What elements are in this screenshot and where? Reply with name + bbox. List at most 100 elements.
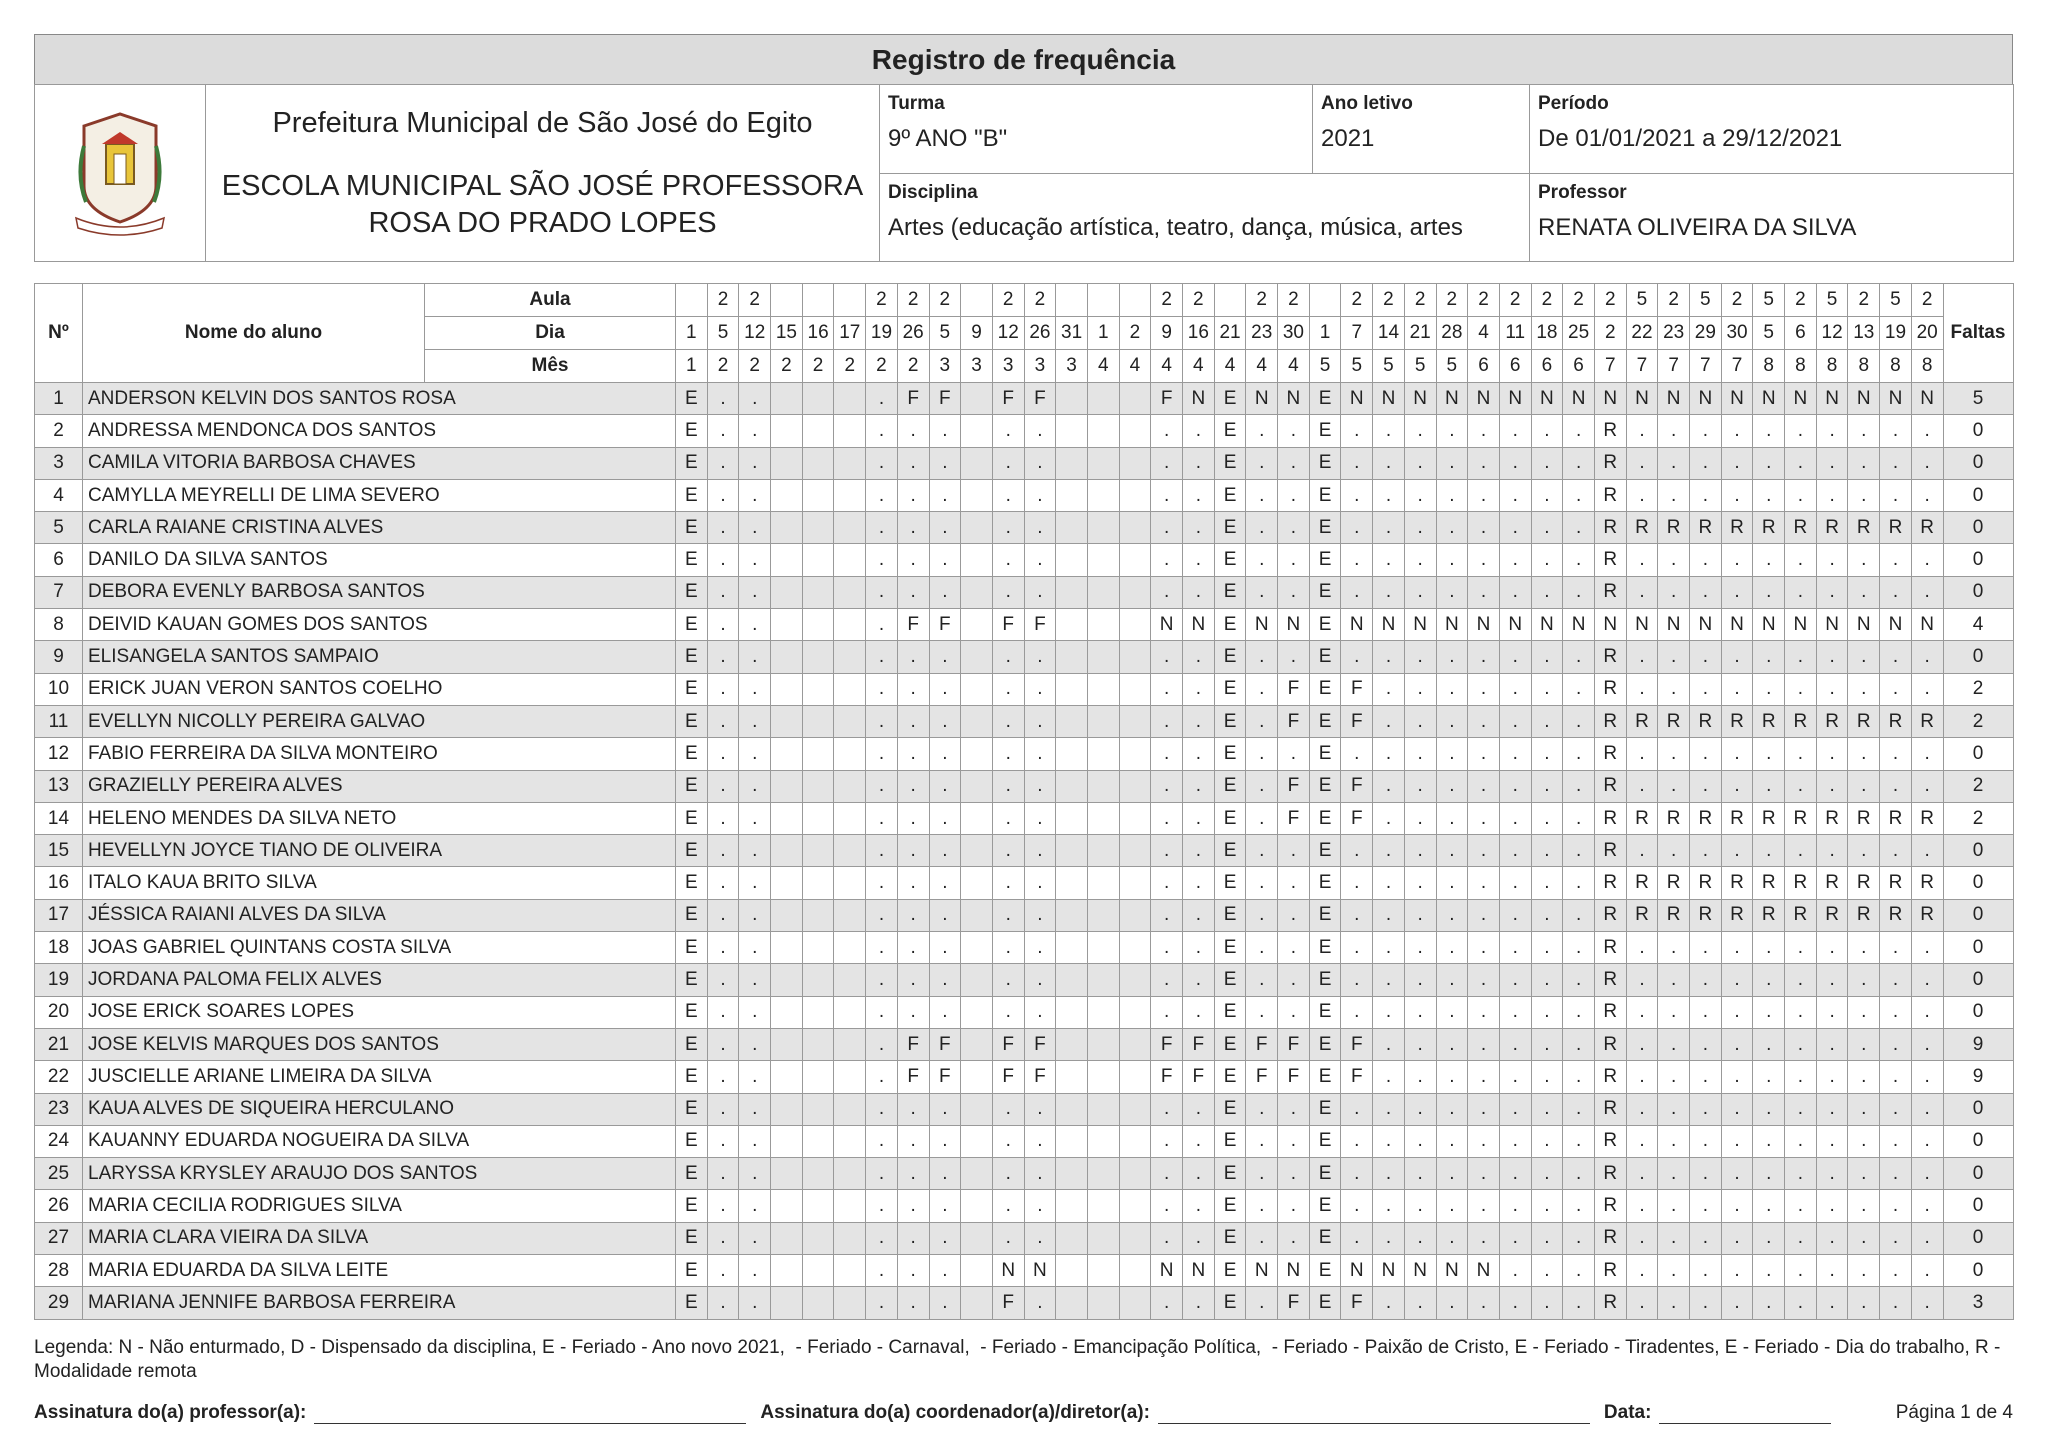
attendance-mark: . (865, 608, 898, 642)
attendance-mark: E (675, 704, 708, 739)
attendance-mark: . (1847, 543, 1881, 577)
student-row: 28 MARIA EDUARDA DA SILVA LEITE E..... N N N N… (34, 1254, 2014, 1288)
attendance-mark: E (675, 1286, 708, 1320)
attendance-mark: . (1182, 737, 1215, 771)
attendance-mark (801, 1157, 835, 1191)
attendance-mark (1118, 446, 1152, 480)
attendance-mark: F (928, 381, 962, 416)
dia-cell: 14 (1372, 316, 1405, 350)
attendance-mark: N (1340, 1254, 1374, 1288)
attendance-mark: . (1689, 995, 1722, 1029)
attendance-mark: . (1372, 1189, 1405, 1223)
attendance-mark: . (1879, 1157, 1912, 1191)
attendance-mark: . (738, 381, 772, 416)
attendance-mark: . (1689, 1254, 1722, 1288)
attendance-mark (833, 1254, 867, 1288)
column-header: Nome do aluno (82, 283, 425, 383)
attendance-mark: . (1245, 995, 1279, 1029)
attendance-mark: . (1562, 1254, 1595, 1288)
attendance-mark: . (1847, 1254, 1881, 1288)
attendance-mark: . (1625, 1124, 1659, 1159)
attendance-mark (1086, 543, 1120, 577)
attendance-mark (801, 1027, 835, 1062)
column-header: Nº (34, 283, 83, 383)
aula-cell (1055, 283, 1088, 317)
attendance-mark: F (896, 608, 930, 642)
attendance-mark (770, 543, 803, 577)
mes-cell: 8 (1847, 349, 1881, 383)
attendance-mark: . (1562, 478, 1595, 513)
attendance-mark: . (991, 446, 1025, 480)
attendance-mark: . (1150, 446, 1183, 480)
attendance-mark: . (1372, 963, 1405, 997)
mes-cell: 4 (1277, 349, 1310, 383)
student-row: 1 ANDERSON KELVIN DOS SANTOS ROSA E... F F F F… (34, 381, 2014, 416)
attendance-mark: E (675, 511, 708, 545)
attendance-mark: . (1340, 963, 1374, 997)
attendance-mark: . (991, 704, 1025, 739)
attendance-mark (833, 801, 867, 836)
attendance-mark: . (1815, 1027, 1849, 1062)
absences: 0 (1942, 446, 2014, 480)
student-number: 7 (34, 575, 83, 610)
attendance-mark (1055, 1286, 1088, 1320)
attendance-mark (1055, 801, 1088, 836)
attendance-mark: R (1593, 737, 1627, 771)
attendance-mark: . (1720, 1027, 1754, 1062)
attendance-mark: . (1435, 834, 1469, 868)
attendance-mark: . (1403, 963, 1437, 997)
attendance-mark: . (1403, 1092, 1437, 1126)
attendance-mark: . (1689, 414, 1722, 448)
attendance-mark: . (1403, 1124, 1437, 1159)
attendance-mark: . (1815, 834, 1849, 868)
attendance-mark: . (1372, 1286, 1405, 1320)
attendance-mark: . (1847, 963, 1881, 997)
attendance-mark: . (928, 898, 962, 933)
attendance-mark: E (675, 1254, 708, 1288)
attendance-mark: . (1879, 478, 1912, 513)
attendance-mark: N (1815, 608, 1849, 642)
aula-cell (770, 283, 803, 317)
attendance-mark: . (1435, 575, 1469, 610)
attendance-mark: . (1403, 801, 1437, 836)
attendance-mark: . (1467, 995, 1500, 1029)
attendance-mark (1118, 608, 1152, 642)
attendance-mark: . (1847, 1286, 1881, 1320)
attendance-mark: . (928, 478, 962, 513)
attendance-mark (1118, 672, 1152, 706)
attendance-mark: . (1403, 1027, 1437, 1062)
attendance-mark: . (1182, 931, 1215, 965)
attendance-mark: . (865, 1092, 898, 1126)
mes-cell: 2 (801, 349, 835, 383)
attendance-mark (1118, 866, 1152, 900)
attendance-mark: . (1182, 866, 1215, 900)
attendance-mark: E (1213, 1157, 1247, 1191)
student-name: MARIA CECILIA RODRIGUES SILVA (82, 1189, 676, 1223)
dia-cell: 7 (1340, 316, 1374, 350)
attendance-mark: . (1435, 1157, 1469, 1191)
attendance-mark: N (1403, 608, 1437, 642)
attendance-mark: E (1213, 1221, 1247, 1256)
attendance-mark: . (1403, 1286, 1437, 1320)
attendance-mark (960, 866, 993, 900)
attendance-mark: . (1340, 543, 1374, 577)
attendance-mark: . (1530, 801, 1564, 836)
attendance-mark: . (1847, 446, 1881, 480)
attendance-mark: N (1403, 381, 1437, 416)
attendance-mark: . (1562, 995, 1595, 1029)
attendance-mark: . (1847, 834, 1881, 868)
attendance-mark: . (706, 1254, 740, 1288)
attendance-mark: . (1910, 995, 1944, 1029)
attendance-mark (960, 446, 993, 480)
attendance-mark: . (1498, 1286, 1532, 1320)
attendance-mark: . (1403, 1221, 1437, 1256)
student-number: 3 (34, 446, 83, 480)
attendance-mark (1086, 672, 1120, 706)
attendance-mark: . (1625, 1254, 1659, 1288)
absences: 3 (1942, 1286, 2014, 1320)
attendance-mark: . (1625, 672, 1659, 706)
attendance-mark: E (1308, 1124, 1342, 1159)
attendance-mark: . (1498, 769, 1532, 803)
attendance-mark: . (738, 737, 772, 771)
student-name: JORDANA PALOMA FELIX ALVES (82, 963, 676, 997)
